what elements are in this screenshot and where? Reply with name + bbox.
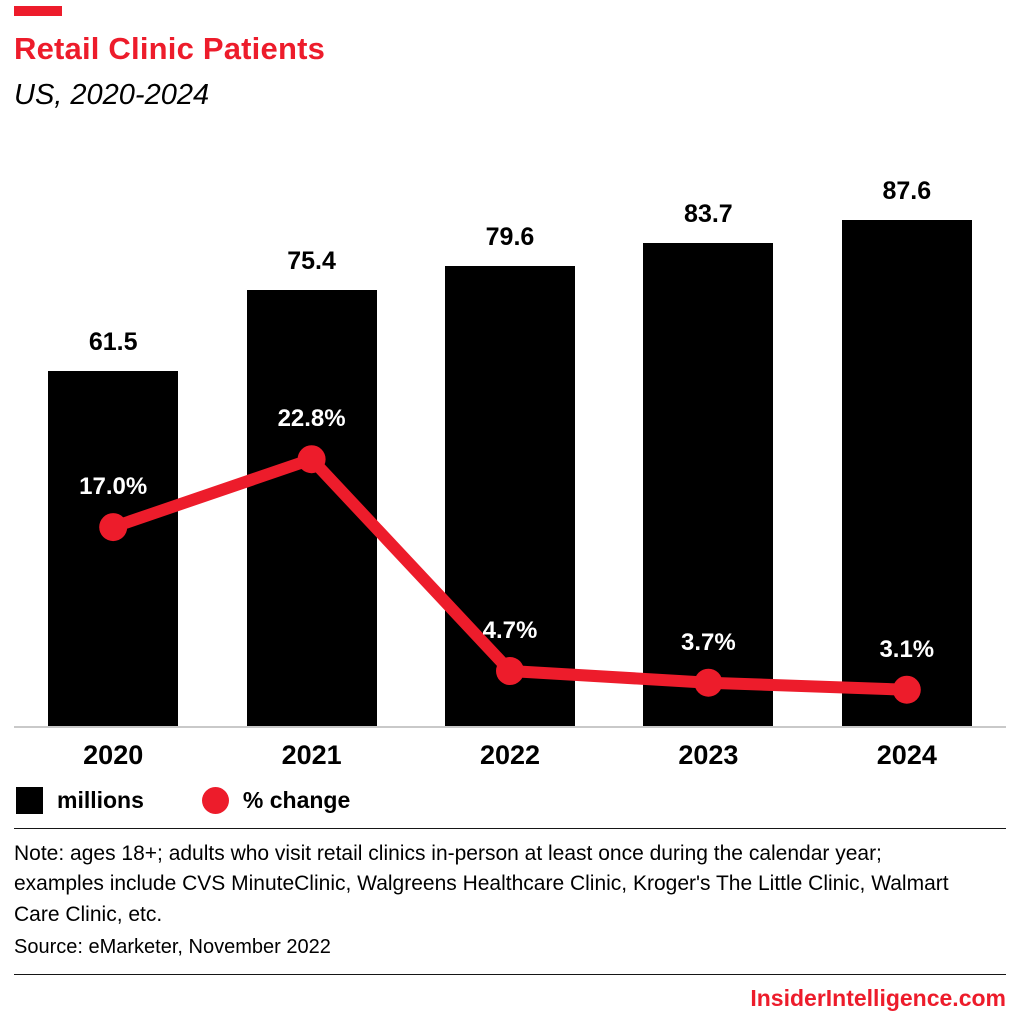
divider-top [14,827,1006,829]
pct-change-label-2024: 3.1% [879,635,935,663]
brand-link[interactable]: InsiderIntelligence.com [750,985,1006,1012]
bar-value-label-2022: 79.6 [485,222,535,251]
line-marker [99,513,128,542]
pct-change-label-2023: 3.7% [681,628,736,656]
x-axis: 2020 2021 2022 2023 2024 [14,728,1006,771]
chart-subtitle: US, 2020-2024 [14,79,210,112]
bar-swatch-icon [16,786,43,814]
brand-accent-strip [14,6,62,16]
legend-item-millions: millions [16,786,144,814]
bar-value-label-2020: 61.5 [88,327,138,356]
legend: millions % change [14,786,1006,814]
bar-value-label-2024: 87.6 [882,176,932,205]
bar-2023 [643,242,774,726]
note-text: Note: ages 18+; adults who visit retail … [14,841,949,926]
combo-bar-line-chart: 61.5 17.0% 75.4 22.8% 79.6 4.7% 83.7 3.7% 87.6 3.… [14,146,1006,771]
x-axis-label-2022: 2022 [479,739,541,770]
legend-item-pct-change: % change [201,786,351,814]
pct-change-line-layer [99,445,921,704]
bar-2024 [841,219,972,726]
chart-title: Retail Clinic Patients [14,31,326,66]
bar-2020 [48,370,179,726]
pct-change-label-2020: 17.0% [79,473,148,501]
line-marker [892,675,921,704]
pct-change-label-2021: 22.8% [277,405,346,433]
bar-value-label-2023: 83.7 [684,199,733,228]
source-text: Source: eMarketer, November 2022 [14,936,331,959]
line-marker [694,668,723,697]
line-swatch-icon [201,786,229,814]
line-marker [297,445,326,474]
x-axis-label-2023: 2023 [678,739,739,770]
x-axis-label-2021: 2021 [281,739,342,770]
legend-label-millions: millions [57,786,144,813]
x-axis-label-2024: 2024 [876,739,937,770]
x-axis-label-2020: 2020 [83,739,144,770]
plot-area: 61.5 17.0% 75.4 22.8% 79.6 4.7% 83.7 3.7% 87.6 3.… [14,146,1006,728]
bar-value-label-2021: 75.4 [287,246,336,275]
legend-label-pct-change: % change [242,786,351,813]
divider-bottom [14,974,1006,976]
bar-2022 [445,265,575,726]
pct-change-label-2022: 4.7% [482,617,538,644]
line-marker [496,656,524,685]
